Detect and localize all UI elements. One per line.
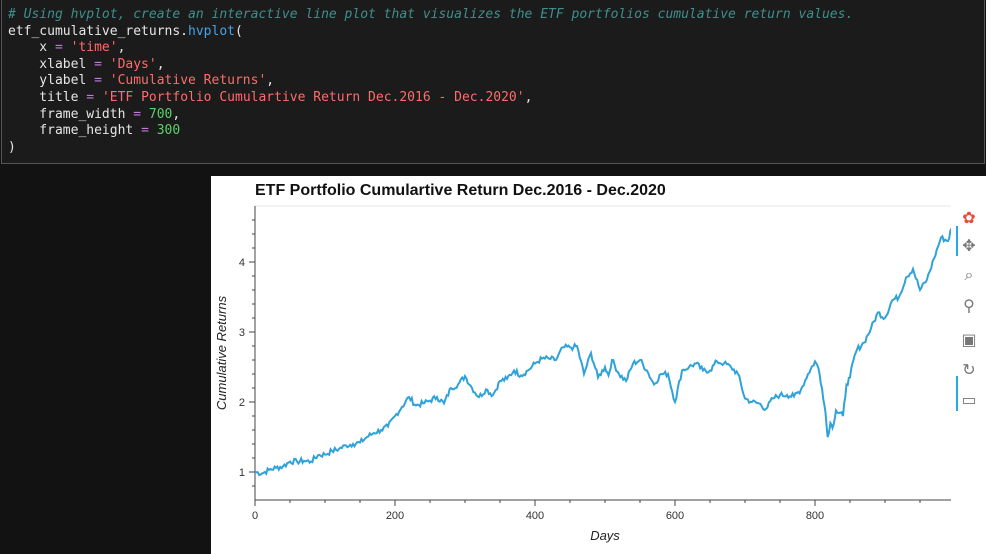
code-token: hvplot	[188, 23, 235, 39]
code-token: =	[94, 56, 102, 72]
code-token: (	[234, 23, 243, 39]
plot-output[interactable]: ETF Portfolio Cumulartive Return Dec.201…	[211, 176, 986, 554]
code-token: =	[86, 90, 95, 105]
code-token	[94, 90, 102, 105]
y-axis-label: Cumulative Returns	[214, 295, 229, 410]
code-line[interactable]: frame_height = 300	[8, 123, 180, 139]
code-token: 300	[156, 123, 181, 139]
code-token: etf_cumulative_returns.	[8, 23, 189, 39]
active-tool-indicator	[956, 376, 958, 411]
code-cell[interactable]: # Using hvplot, create an interactive li…	[1, 0, 985, 164]
code-token: )	[8, 139, 16, 155]
x-tick-label: 600	[666, 510, 684, 522]
y-tick-label: 1	[239, 467, 245, 479]
x-axis-label: Days	[590, 528, 620, 543]
code-token: ,	[266, 73, 275, 89]
code-token: =	[133, 106, 142, 122]
series-line	[254, 227, 951, 477]
x-tick-label: 200	[386, 510, 404, 522]
plot-frame	[254, 205, 951, 501]
x-tick-label: 400	[526, 510, 544, 522]
code-token	[102, 73, 110, 88]
chart-title: ETF Portfolio Cumulartive Return Dec.201…	[255, 182, 666, 199]
x-tick-label: 0	[252, 510, 258, 522]
code-token: =	[54, 40, 63, 56]
code-token: ,	[117, 40, 126, 56]
code-token: # Using hvplot, create an interactive li…	[8, 7, 854, 22]
code-token	[102, 57, 110, 72]
code-token	[149, 123, 157, 138]
code-token: ,	[524, 90, 533, 105]
code-token: =	[141, 123, 149, 139]
code-token: 'Days'	[109, 56, 157, 72]
code-token: ylabel	[8, 73, 95, 89]
line-chart[interactable]: 0 200 400 600 800 1 2 3 4 Days Cumulative Return…	[211, 176, 951, 554]
code-line[interactable]: ylabel = 'Cumulative Returns',	[8, 73, 274, 89]
bokeh-logo-icon[interactable]: ✿	[962, 207, 976, 227]
hover-icon[interactable]: ▭	[961, 389, 977, 409]
pan-icon[interactable]: ✥	[962, 235, 976, 255]
code-token: xlabel	[8, 56, 95, 72]
y-tick-label: 2	[239, 397, 245, 409]
code-token: title	[8, 90, 87, 105]
code-line[interactable]: frame_width = 700,	[8, 107, 180, 123]
code-token: 'ETF Portfolio Cumulartive Return Dec.20…	[101, 90, 525, 105]
code-token: frame_width	[8, 106, 134, 122]
code-token: 'time'	[70, 40, 118, 56]
code-token	[63, 40, 71, 55]
y-tick-label: 4	[239, 257, 245, 269]
active-tool-indicator	[956, 226, 958, 256]
x-tick-label: 800	[806, 510, 824, 522]
code-line[interactable]: etf_cumulative_returns.hvplot(	[8, 24, 243, 40]
code-line[interactable]: title = 'ETF Portfolio Cumulartive Retur…	[8, 90, 532, 106]
save-icon[interactable]: ▣	[961, 329, 977, 349]
y-tick-label: 3	[239, 327, 245, 339]
code-token: ,	[156, 56, 165, 72]
code-token: frame_height	[8, 123, 142, 139]
reset-icon[interactable]: ↻	[962, 359, 976, 379]
plot-toolbar: ✿ ✥ ⌕ ⚲ ▣ ↻ ▭	[956, 206, 982, 416]
code-line[interactable]: x = 'time',	[8, 40, 125, 56]
code-token	[141, 107, 149, 122]
wheel-zoom-icon[interactable]: ⚲	[963, 295, 975, 315]
code-token: 700	[148, 106, 173, 122]
code-token: ,	[172, 106, 181, 122]
code-line[interactable]: # Using hvplot, create an interactive li…	[8, 7, 853, 23]
code-token: x	[8, 40, 55, 56]
code-token: =	[94, 73, 102, 89]
box-zoom-icon[interactable]: ⌕	[964, 265, 974, 284]
code-line[interactable]: xlabel = 'Days',	[8, 56, 165, 73]
code-token: 'Cumulative Returns'	[109, 73, 267, 89]
code-line[interactable]: )	[8, 140, 16, 156]
